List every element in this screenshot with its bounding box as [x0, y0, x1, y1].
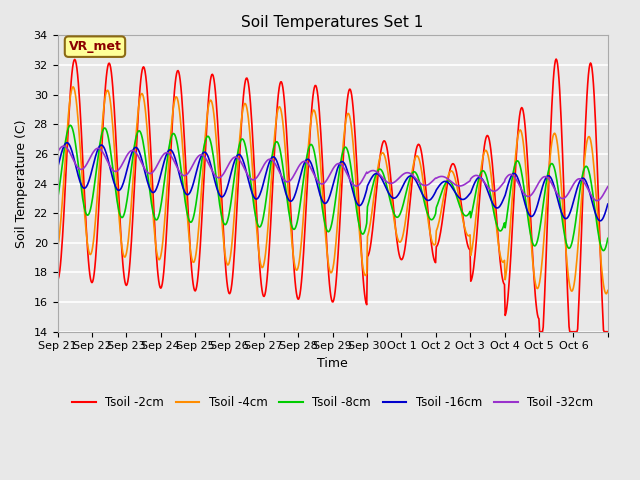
Tsoil -8cm	[390, 211, 398, 216]
Tsoil -8cm	[220, 221, 228, 227]
Tsoil -32cm	[593, 198, 601, 204]
Tsoil -16cm	[248, 188, 255, 193]
Tsoil -2cm	[118, 251, 126, 257]
Tsoil -4cm	[70, 84, 77, 90]
Tsoil -16cm	[421, 195, 429, 201]
Line: Tsoil -8cm: Tsoil -8cm	[58, 125, 608, 251]
Tsoil -4cm	[220, 242, 228, 248]
Tsoil -8cm	[67, 122, 74, 128]
Y-axis label: Soil Temperature (C): Soil Temperature (C)	[15, 119, 28, 248]
Tsoil -4cm	[421, 192, 429, 197]
Tsoil -8cm	[248, 183, 255, 189]
Tsoil -8cm	[600, 248, 607, 253]
Tsoil -2cm	[389, 202, 397, 208]
Tsoil -4cm	[54, 245, 61, 251]
Tsoil -2cm	[604, 329, 612, 335]
Text: VR_met: VR_met	[68, 40, 122, 53]
Line: Tsoil -32cm: Tsoil -32cm	[58, 146, 608, 201]
Line: Tsoil -2cm: Tsoil -2cm	[58, 59, 608, 332]
Tsoil -32cm	[119, 160, 127, 166]
Legend: Tsoil -2cm, Tsoil -4cm, Tsoil -8cm, Tsoil -16cm, Tsoil -32cm: Tsoil -2cm, Tsoil -4cm, Tsoil -8cm, Tsoi…	[67, 391, 598, 413]
X-axis label: Time: Time	[317, 357, 348, 370]
Title: Soil Temperatures Set 1: Soil Temperatures Set 1	[241, 15, 424, 30]
Tsoil -16cm	[604, 201, 612, 207]
Tsoil -2cm	[536, 329, 543, 335]
Tsoil -32cm	[604, 184, 612, 190]
Tsoil -32cm	[268, 157, 276, 163]
Tsoil -32cm	[421, 182, 429, 188]
Tsoil -16cm	[54, 165, 61, 171]
Tsoil -2cm	[268, 209, 275, 215]
Tsoil -32cm	[60, 143, 67, 149]
Tsoil -4cm	[602, 291, 610, 297]
Tsoil -4cm	[268, 167, 276, 172]
Tsoil -16cm	[119, 181, 127, 187]
Tsoil -16cm	[390, 195, 398, 201]
Tsoil -16cm	[63, 140, 70, 145]
Tsoil -16cm	[220, 192, 228, 198]
Tsoil -4cm	[248, 148, 255, 154]
Line: Tsoil -4cm: Tsoil -4cm	[58, 87, 608, 294]
Tsoil -4cm	[390, 216, 398, 222]
Tsoil -2cm	[220, 227, 227, 233]
Tsoil -8cm	[54, 197, 61, 203]
Tsoil -16cm	[596, 218, 604, 224]
Tsoil -8cm	[421, 201, 429, 207]
Tsoil -32cm	[390, 180, 398, 185]
Tsoil -8cm	[119, 214, 127, 220]
Tsoil -32cm	[220, 170, 228, 176]
Tsoil -32cm	[248, 176, 255, 182]
Tsoil -4cm	[119, 250, 127, 255]
Tsoil -32cm	[54, 149, 61, 155]
Tsoil -16cm	[268, 155, 276, 160]
Tsoil -2cm	[552, 56, 560, 62]
Tsoil -2cm	[420, 169, 428, 175]
Tsoil -8cm	[268, 153, 276, 159]
Tsoil -4cm	[604, 288, 612, 293]
Tsoil -2cm	[54, 277, 61, 283]
Tsoil -2cm	[246, 101, 254, 107]
Tsoil -8cm	[604, 236, 612, 241]
Line: Tsoil -16cm: Tsoil -16cm	[58, 143, 608, 221]
